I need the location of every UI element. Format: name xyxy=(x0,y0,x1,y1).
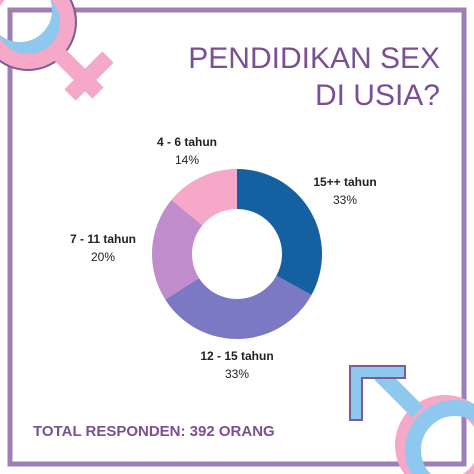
segment-value-label: 33% xyxy=(333,193,357,207)
gender-symbols-bottom xyxy=(349,365,474,474)
gender-symbols-top xyxy=(0,0,114,101)
segment-value-label: 20% xyxy=(91,250,115,264)
title-line: DI USIA? xyxy=(315,79,440,112)
annotation: TOTAL RESPONDEN: 392 ORANG xyxy=(33,423,275,440)
title-line: PENDIDIKAN SEX xyxy=(188,42,440,75)
segment-label: 7 - 11 tahun xyxy=(70,232,136,246)
donut-segment xyxy=(151,199,203,300)
segment-value-label: 33% xyxy=(225,367,249,381)
segment-label: 15++ tahun xyxy=(313,175,376,189)
segment-label: 4 - 6 tahun xyxy=(157,135,217,149)
donut-segment xyxy=(237,169,322,295)
donut-segment xyxy=(165,275,312,340)
frame xyxy=(7,7,467,467)
donut-segment xyxy=(171,169,237,226)
segment-label: 12 - 15 tahun xyxy=(200,349,273,363)
segment-value-label: 14% xyxy=(175,153,199,167)
